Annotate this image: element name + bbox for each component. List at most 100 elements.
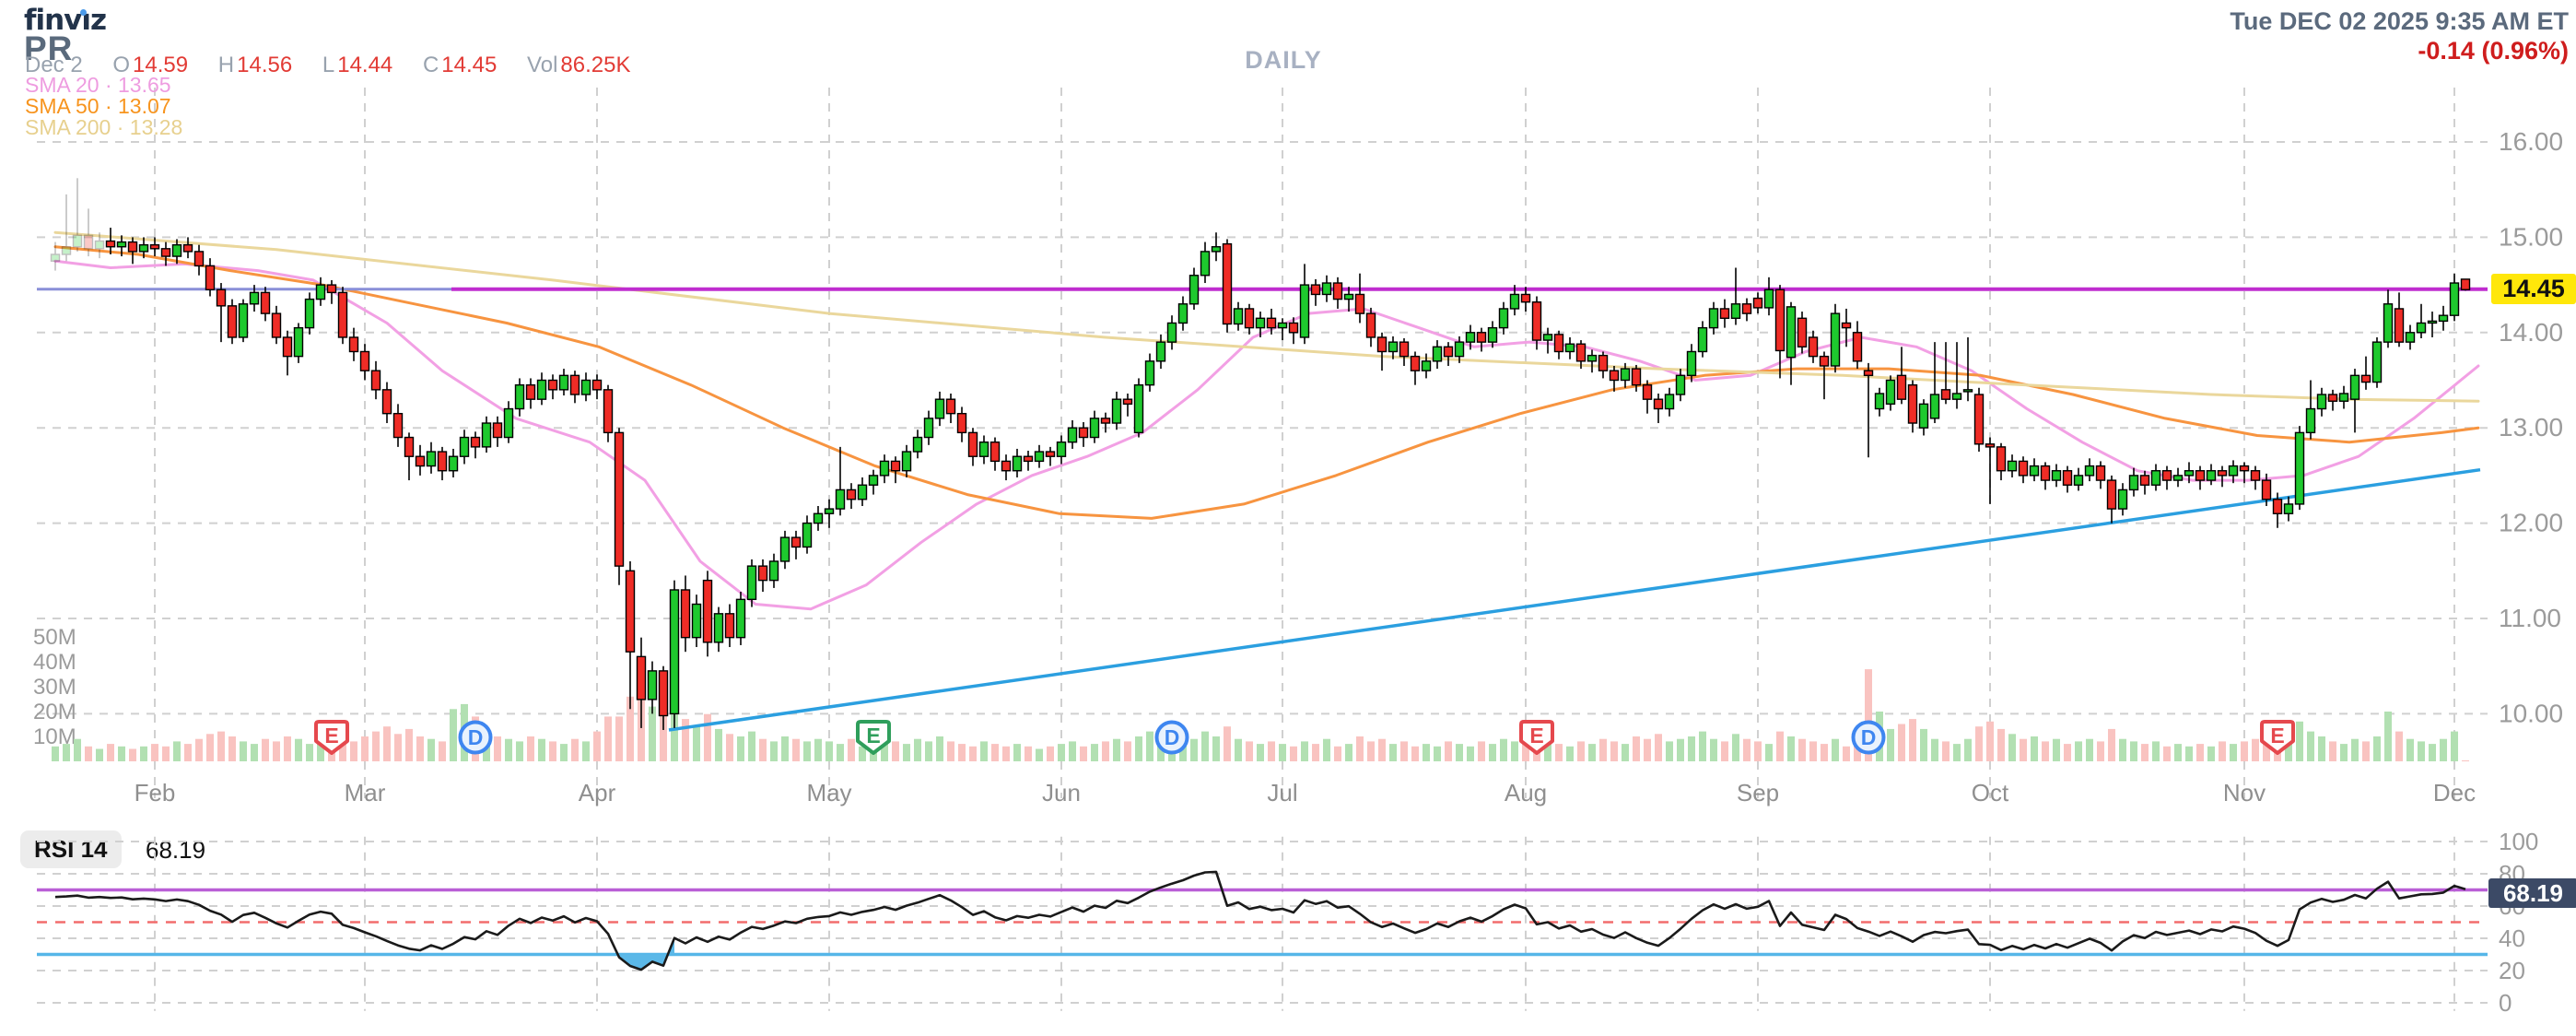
candlestick (1730, 267, 1741, 325)
close-value: 14.45 (441, 53, 498, 77)
candlestick (1962, 336, 1973, 402)
candlestick (1177, 296, 1188, 331)
volume-bar (1765, 744, 1773, 761)
earnings-marker[interactable]: E (856, 720, 891, 755)
volume-bar (1400, 741, 1408, 761)
volume-bar (2119, 738, 2126, 761)
candlestick (978, 435, 989, 465)
volume-bar (2042, 741, 2049, 761)
volume-bar (2075, 741, 2082, 761)
volume-bar (571, 738, 579, 761)
candlestick (2150, 464, 2161, 491)
volume-bar (2152, 741, 2160, 761)
candlestick (1365, 307, 1376, 347)
volume-bar (1997, 728, 2005, 761)
volume-bar (1644, 738, 1651, 761)
volume-bar (96, 748, 103, 761)
dividend-marker[interactable]: D (1851, 720, 1886, 755)
candlestick (315, 277, 326, 306)
volume-bar (1577, 741, 1585, 761)
candlestick (956, 406, 967, 442)
volume-bar (1555, 744, 1563, 761)
volume-bar (2418, 741, 2425, 761)
volume-bar (1588, 744, 1596, 761)
candlestick (901, 444, 912, 477)
volume-bar (1809, 741, 1817, 761)
candlestick (348, 327, 359, 361)
svg-text:E: E (2270, 724, 2284, 748)
volume-bar (2351, 738, 2359, 761)
volume-bar (2263, 734, 2270, 761)
candlestick (2117, 483, 2128, 516)
finviz-logo-text: finvız (24, 4, 107, 37)
volume-bar (1909, 719, 1916, 761)
volume-bar (295, 738, 302, 761)
volume-bar (2230, 744, 2237, 761)
volume-bar (2008, 734, 2016, 761)
earnings-marker[interactable]: E (2260, 720, 2295, 755)
dividend-marker[interactable]: D (1154, 720, 1189, 755)
volume-bar (792, 738, 800, 761)
volume-bar (1246, 741, 1253, 761)
volume-bar (1301, 741, 1308, 761)
logo-blue-dot-icon (80, 9, 87, 16)
earnings-marker[interactable]: E (1519, 720, 1554, 755)
volume-bar (980, 741, 988, 761)
candlestick (1852, 321, 1863, 370)
candlestick (2040, 462, 2051, 490)
volume-bar (1378, 738, 1386, 761)
candlestick (359, 344, 370, 381)
candlestick (1763, 277, 1774, 316)
volume-bar (1345, 744, 1352, 761)
volume-bar (1500, 738, 1507, 761)
volume-bar (781, 736, 789, 761)
volume-bar (1356, 736, 1364, 761)
volume-bar (2362, 741, 2370, 761)
volume-bar (726, 734, 733, 761)
volume-bar (151, 744, 158, 761)
svg-text:D: D (468, 725, 484, 749)
candlestick (2128, 467, 2139, 497)
volume-bar (2340, 744, 2348, 761)
volume-bar (1975, 726, 1983, 761)
volume-bar (2185, 746, 2193, 761)
candlestick (647, 661, 658, 714)
candlestick (94, 232, 105, 259)
candlestick (1299, 264, 1310, 345)
candlestick (746, 559, 757, 607)
volume-bar (1821, 744, 1828, 761)
dividend-marker[interactable]: D (458, 720, 493, 755)
volume-bar (1190, 738, 1198, 761)
close-label: C (422, 53, 439, 77)
earnings-marker[interactable]: E (314, 720, 349, 755)
candlestick (2172, 467, 2184, 488)
volume-bar (2086, 738, 2093, 761)
candlestick (923, 410, 934, 445)
trendline-support-ascending[interactable] (668, 467, 2481, 732)
finviz-logo[interactable]: finvız (24, 4, 107, 37)
volume-bar (1920, 728, 1927, 761)
candlestick (72, 178, 83, 252)
volume-bar (1942, 741, 1950, 761)
candlestick (1553, 330, 1564, 359)
volume-label: Vol (527, 53, 558, 77)
volume-bar (1257, 744, 1264, 761)
candlestick (61, 194, 72, 262)
candlestick (2217, 465, 2228, 488)
low-label: L (322, 53, 335, 77)
candlestick (1277, 318, 1288, 341)
volume-bar (1135, 736, 1142, 761)
svg-text:40: 40 (2499, 924, 2525, 952)
candlestick (802, 515, 813, 554)
rsi-indicator-label[interactable]: RSI 14 (20, 830, 122, 868)
volume-bar (2097, 741, 2104, 761)
volume-bar (1312, 744, 1319, 761)
volume-bar (1334, 746, 1341, 761)
volume-bar (262, 738, 269, 761)
candlestick (989, 437, 1001, 471)
candlestick (2405, 324, 2416, 350)
candlestick (470, 431, 481, 459)
candlestick (105, 228, 116, 255)
volume-bar (1478, 741, 1485, 761)
